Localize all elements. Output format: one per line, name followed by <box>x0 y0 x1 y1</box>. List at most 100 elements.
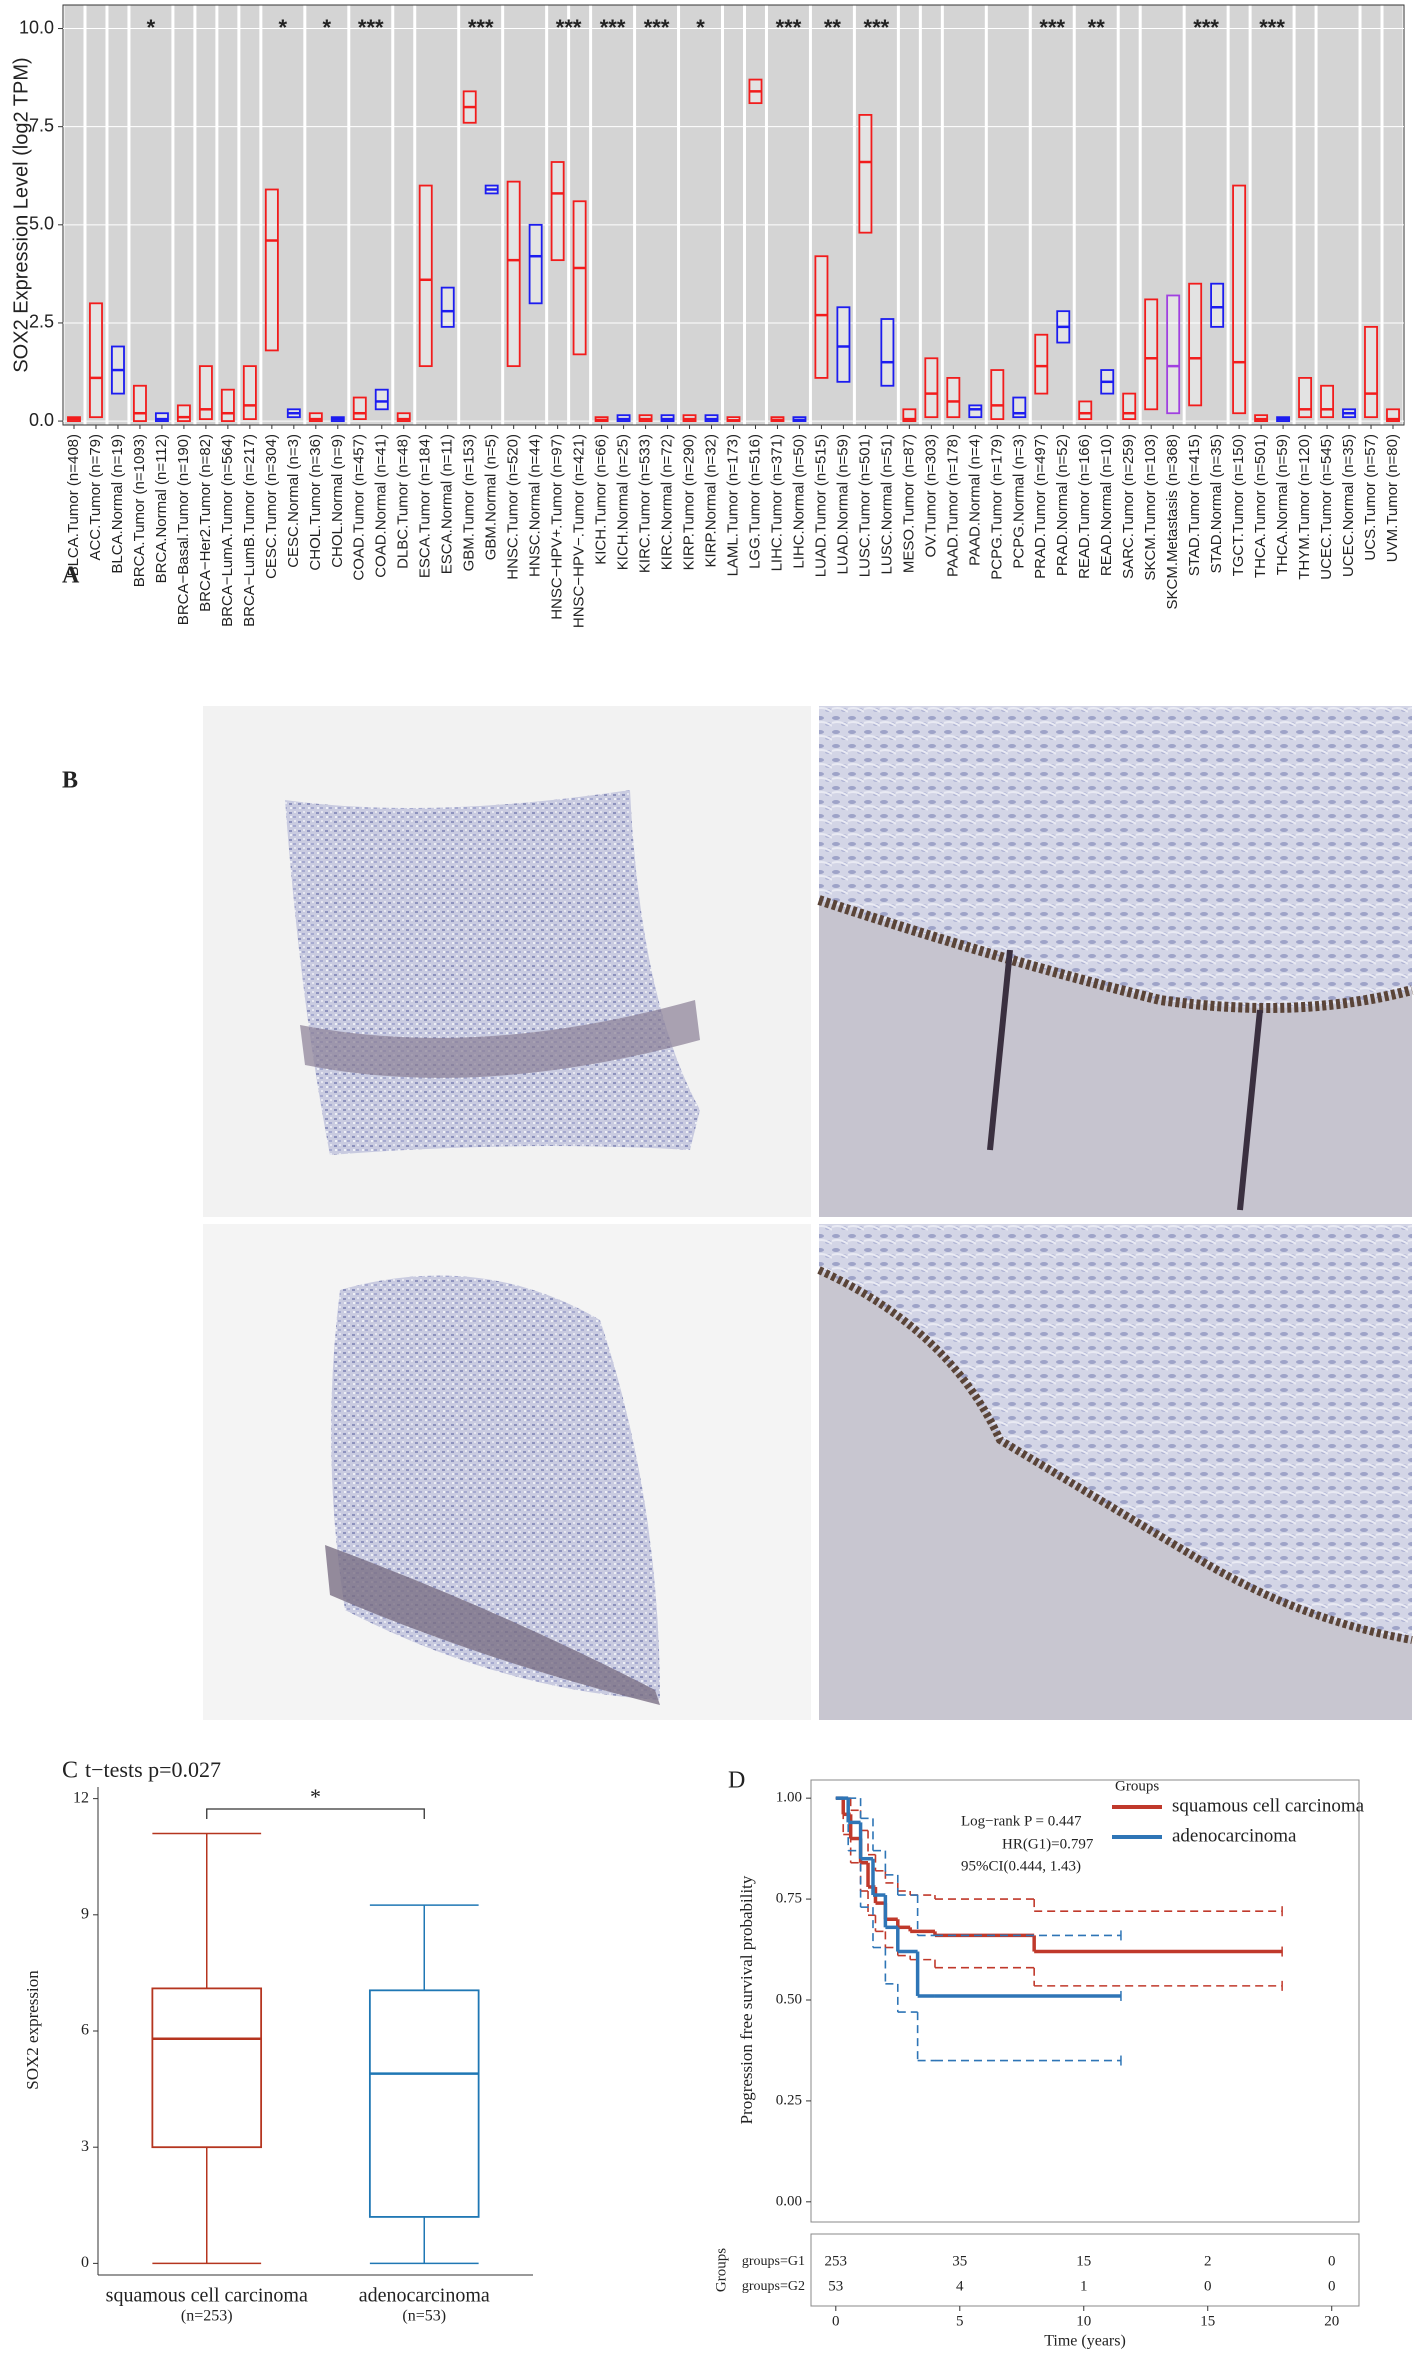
group-band <box>262 5 304 425</box>
x-tick-label: LIHC.Normal (n=50) <box>790 434 807 569</box>
x-tick-label: BRCA−LumA.Tumor (n=564) <box>219 434 236 627</box>
box <box>89 302 103 419</box>
significance: *** <box>468 15 494 40</box>
x-tick-label: CHOL.Normal (n=9) <box>329 434 346 568</box>
box <box>528 223 543 305</box>
y-tick-label: 0 <box>81 2254 89 2271</box>
group-band <box>811 5 853 425</box>
group-band <box>174 5 194 425</box>
plot-frame <box>810 1779 1360 2223</box>
chart-A: 0.0 2.5 5.0 7.5 10.0 SOX2 Expression Level (l… <box>10 4 1405 628</box>
risk-count: 253 <box>825 2253 848 2269</box>
x-tick-label: 5 <box>956 2313 964 2329</box>
significance: ** <box>1088 15 1106 40</box>
group-band <box>680 5 722 425</box>
x-tick-label: LUSC.Normal (n=51) <box>878 434 895 574</box>
group-band <box>943 5 985 425</box>
box <box>220 388 235 422</box>
box <box>242 365 257 421</box>
x-tick-label: LGG.Tumor (n=516) <box>746 434 763 569</box>
box <box>154 412 169 422</box>
group-band <box>1229 5 1249 425</box>
x-tick-label: COAD.Normal (n=41) <box>373 434 390 578</box>
box <box>1210 282 1225 328</box>
n-label: (n=53) <box>402 2308 446 2325</box>
significance: *** <box>644 15 670 40</box>
x-tick-label: PAAD.Tumor (n=178) <box>944 434 961 577</box>
risk-row-label: groups=G1 <box>742 2254 805 2269</box>
legend-title: Groups <box>1115 1778 1159 1794</box>
ihc-images: B <box>62 706 1414 1720</box>
x-tick-label: HNSC.Normal (n=44) <box>527 434 544 577</box>
x-tick-label: PCPG.Tumor (n=179) <box>988 434 1005 580</box>
x-tick-label: BLCA.Tumor (n=408) <box>65 434 82 576</box>
significance-bracket <box>206 1808 425 1819</box>
x-tick-label: HNSC−HPV+.Tumor (n=97) <box>549 434 566 620</box>
box <box>836 306 851 383</box>
group-band <box>724 5 743 425</box>
box <box>1188 282 1203 407</box>
panel-label: D <box>728 1768 745 1794</box>
x-tick-label: READ.Normal (n=10) <box>1098 434 1115 576</box>
x-tick-label: ESCA.Tumor (n=184) <box>417 434 434 578</box>
x-tick-label: UCEC.Tumor (n=545) <box>1318 434 1335 580</box>
y-tick-label: 3 <box>81 2138 89 2155</box>
group-band <box>108 5 128 425</box>
group-band <box>504 5 546 425</box>
box <box>550 161 565 262</box>
group-band <box>218 5 238 425</box>
box <box>308 412 323 422</box>
x-tick-label: BRCA−LumB.Tumor (n=217) <box>241 434 258 627</box>
x-tick-label: BRCA.Tumor (n=1093) <box>131 434 148 587</box>
significance: *** <box>600 15 626 40</box>
stained-layer <box>817 895 1414 1013</box>
y-tick-label: 5.0 <box>29 214 54 234</box>
box <box>418 184 433 368</box>
significance: * <box>323 15 332 40</box>
box <box>1122 392 1137 421</box>
x-tick-label: SARC.Tumor (n=259) <box>1120 434 1137 579</box>
x-tick-label: LIHC.Tumor (n=371) <box>768 434 785 571</box>
group-band <box>1141 5 1183 425</box>
x-tick-label: GBM.Normal (n=5) <box>483 434 500 560</box>
y-tick-label: 0.00 <box>776 2193 802 2209</box>
risk-count: 2 <box>1204 2253 1212 2269</box>
significance: *** <box>864 15 890 40</box>
group-band <box>64 5 84 425</box>
x-tick-label: GBM.Tumor (n=153) <box>461 434 478 571</box>
x-tick-label: CESC.Tumor (n=304) <box>263 434 280 579</box>
group-band <box>394 5 414 425</box>
x-tick-label: BRCA−Basal.Tumor (n=190) <box>175 434 192 625</box>
x-tick-label: KICH.Normal (n=25) <box>615 434 632 570</box>
x-tick-label: HNSC.Tumor (n=520) <box>505 434 522 580</box>
x-tick-label: 0 <box>832 2313 840 2329</box>
epithelium-band <box>300 1000 700 1078</box>
x-tick-label: PCPG.Normal (n=3) <box>1010 434 1027 569</box>
x-tick-label: UCS.Tumor (n=57) <box>1362 434 1379 561</box>
chart-title: t−tests p=0.027 <box>85 1757 221 1782</box>
significance: *** <box>556 15 582 40</box>
box <box>176 404 191 422</box>
risk-count: 4 <box>956 2278 964 2294</box>
annotation: 95%CI(0.444, 1.43) <box>961 1858 1081 1874</box>
y-tick-label: 9 <box>81 1905 89 1922</box>
group-band <box>548 5 568 425</box>
risk-count: 0 <box>1328 2253 1336 2269</box>
group-band <box>899 5 919 425</box>
risk-count: 15 <box>1076 2253 1091 2269</box>
x-tick-label: THCA.Normal (n=59) <box>1274 434 1291 575</box>
box <box>1166 294 1181 415</box>
panel-label: B <box>62 768 78 794</box>
stained-layer <box>817 1266 1413 1644</box>
box <box>814 255 829 379</box>
group-band <box>130 5 172 425</box>
epithelium <box>819 1270 1412 1720</box>
x-tick-label: BLCA.Normal (n=19) <box>109 434 126 574</box>
box <box>151 1987 263 2149</box>
x-tick-label: BRCA.Normal (n=112) <box>153 434 170 583</box>
risk-count: 0 <box>1204 2278 1212 2294</box>
box <box>1078 400 1093 421</box>
box <box>1364 325 1378 419</box>
